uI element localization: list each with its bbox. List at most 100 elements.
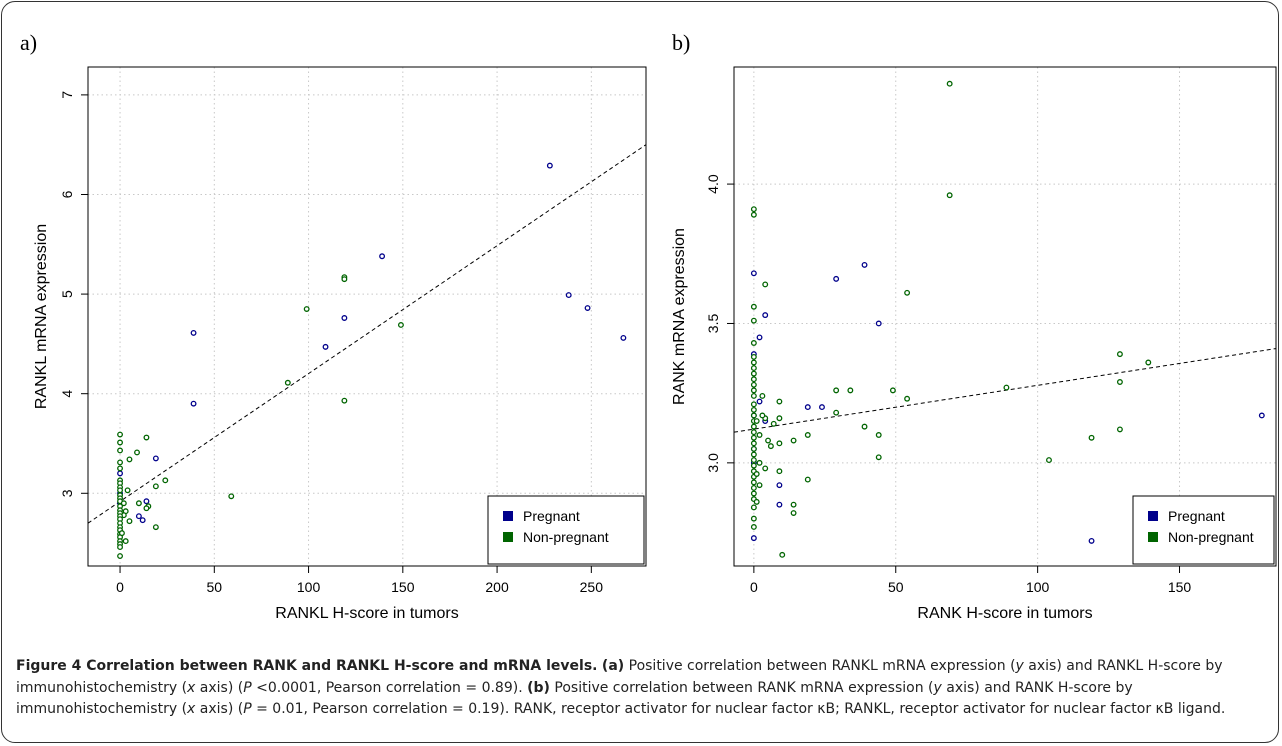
caption-part-a-text: <0.0001, Pearson correlation = 0.89). (251, 679, 528, 696)
data-point (750, 457, 757, 464)
data-point (228, 493, 235, 500)
y-tick-label: 4 (59, 390, 75, 398)
data-point (756, 482, 763, 489)
data-point (750, 445, 757, 452)
data-point (833, 409, 840, 416)
data-point (1088, 537, 1095, 544)
data-point (397, 322, 404, 328)
data-point (750, 392, 757, 399)
x-axis-title: RANK H-score in tumors (917, 605, 1092, 622)
data-point (875, 320, 882, 327)
data-point (1116, 426, 1123, 433)
data-point (284, 379, 291, 386)
data-point (756, 398, 763, 405)
legend-box (487, 495, 645, 565)
caption-p-symbol: P (243, 701, 252, 717)
data-point (750, 462, 757, 469)
data-point (776, 440, 783, 447)
data-point (753, 498, 760, 505)
data-point (750, 440, 757, 447)
data-point (143, 498, 150, 505)
data-point (750, 515, 757, 522)
data-point (750, 451, 757, 458)
data-point (790, 510, 797, 516)
y-tick-label: 3 (59, 489, 75, 497)
data-point (779, 551, 786, 558)
legend-swatch (1148, 511, 1158, 521)
data-point (152, 524, 159, 531)
y-tick-label: 4.0 (705, 174, 721, 194)
panel-label: b) (672, 30, 690, 55)
data-point (750, 376, 757, 383)
data-point (750, 406, 757, 413)
data-point (750, 353, 757, 360)
x-tick-label: 150 (391, 579, 415, 595)
data-point (776, 398, 783, 405)
data-point (152, 483, 159, 490)
caption-var-x: x (187, 679, 196, 696)
data-point (750, 340, 757, 346)
data-point (875, 454, 882, 461)
caption-part-b-text: axis) ( (195, 701, 244, 717)
legend-swatch (1148, 532, 1158, 542)
data-point (889, 387, 896, 394)
data-point (759, 392, 766, 399)
data-point (190, 400, 197, 407)
data-point (750, 317, 757, 324)
data-point (322, 343, 329, 350)
caption-part-a-tag: (a) (601, 658, 625, 674)
data-point (750, 365, 757, 372)
data-point (750, 387, 757, 394)
data-point (190, 329, 197, 336)
data-point (750, 370, 757, 377)
data-point (753, 471, 760, 477)
data-point (750, 484, 757, 491)
data-point (767, 443, 774, 450)
data-point (379, 253, 386, 260)
x-tick-label: 50 (888, 579, 904, 595)
x-tick-label: 250 (580, 579, 604, 595)
y-tick-label: 3.0 (705, 453, 721, 473)
data-point (1088, 434, 1095, 441)
data-point (861, 423, 868, 430)
data-point (126, 518, 133, 525)
data-point (750, 270, 757, 277)
data-point (124, 487, 131, 494)
data-point (750, 504, 757, 511)
caption-part-a-text: axis) ( (195, 679, 244, 696)
data-point (117, 447, 123, 454)
data-point (762, 312, 769, 319)
data-point (790, 501, 797, 508)
data-point (750, 303, 757, 310)
data-point (135, 500, 142, 507)
legend-label: Pregnant (523, 508, 580, 524)
data-point (804, 404, 811, 411)
data-point (122, 538, 129, 545)
caption-var-x: x (187, 701, 196, 717)
data-point (756, 459, 763, 466)
data-point (117, 431, 123, 438)
caption-part-a-text: Positive correlation between RANKL mRNA … (624, 658, 1016, 674)
y-tick-label: 6 (59, 190, 75, 198)
data-point (833, 275, 840, 282)
y-tick-label: 3.5 (705, 314, 721, 334)
y-tick-label: 5 (59, 290, 75, 298)
data-point (776, 415, 783, 422)
data-point (750, 412, 757, 419)
data-point (143, 434, 150, 441)
data-point (303, 306, 310, 312)
data-point (546, 162, 553, 169)
caption-part-b-text: axis) and RANK H-score by immunohistoche… (16, 679, 1133, 718)
data-point (750, 359, 757, 366)
data-point (135, 513, 142, 520)
data-point (875, 432, 882, 438)
data-point (117, 465, 123, 472)
data-point (750, 524, 757, 530)
data-point (139, 517, 146, 524)
data-point (904, 395, 911, 402)
data-point (120, 500, 127, 507)
data-point (341, 315, 348, 321)
data-point (750, 381, 757, 388)
data-point (750, 429, 757, 436)
